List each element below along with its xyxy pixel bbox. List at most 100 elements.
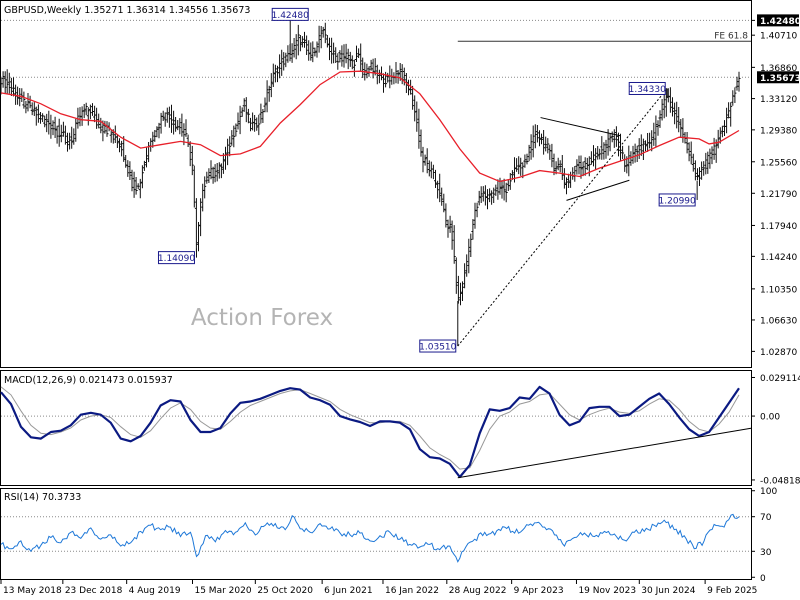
price-bar xyxy=(477,190,481,206)
price-bar xyxy=(565,177,568,195)
price-bar xyxy=(504,182,508,203)
price-bar xyxy=(74,118,78,142)
price-bar xyxy=(269,73,273,98)
price-bar xyxy=(30,102,34,116)
price-bar xyxy=(49,114,53,139)
price-axis-label: 1.21790 xyxy=(760,190,797,200)
price-bar xyxy=(142,160,146,171)
price-bar xyxy=(382,73,385,93)
price-bar xyxy=(538,130,541,147)
price-bar xyxy=(309,42,313,61)
price-bar xyxy=(28,95,32,109)
price-bar xyxy=(369,59,373,71)
price-bar xyxy=(698,167,701,186)
price-bar xyxy=(617,132,620,157)
price-bar xyxy=(350,55,354,70)
time-axis-label: 9 Feb 2025 xyxy=(707,586,757,596)
price-bar xyxy=(228,136,232,157)
price-bar xyxy=(130,169,134,192)
price-bar xyxy=(411,85,415,110)
price-bar xyxy=(583,157,587,176)
price-bar xyxy=(610,131,614,143)
price-bar xyxy=(519,157,523,176)
price-axis-label: 1.10350 xyxy=(760,285,797,295)
price-bar xyxy=(631,145,635,164)
price-bar xyxy=(278,54,282,79)
price-marker-label: 1.03510 xyxy=(419,343,456,353)
price-bar xyxy=(203,176,207,199)
price-bar xyxy=(167,106,171,128)
price-bar xyxy=(305,35,309,55)
price-bars xyxy=(0,20,741,347)
price-panel-guides: FE 61.8 xyxy=(1,19,751,78)
time-axis-label: 28 Aug 2022 xyxy=(449,586,507,596)
price-axis-highlight-label: 1.35673 xyxy=(760,74,800,84)
price-bar xyxy=(207,168,211,183)
price-bar xyxy=(157,122,161,139)
price-bar xyxy=(352,59,356,77)
price-bar xyxy=(608,133,612,152)
price-bar xyxy=(307,40,311,61)
price-bar xyxy=(151,131,155,148)
price-bar xyxy=(165,107,169,123)
price-marker-label: 1.14090 xyxy=(158,254,195,264)
price-bar xyxy=(70,126,74,149)
price-bar xyxy=(224,146,227,170)
price-bar xyxy=(421,146,425,173)
price-bar xyxy=(467,238,471,274)
price-bar xyxy=(452,225,456,264)
price-bar xyxy=(727,102,731,119)
price-bar xyxy=(20,88,24,102)
price-bar xyxy=(367,66,371,77)
price-bar xyxy=(300,36,304,48)
price-bar xyxy=(134,177,138,195)
price-bar xyxy=(132,171,136,198)
price-bar xyxy=(729,102,733,127)
price-bar xyxy=(99,117,103,134)
price-bar xyxy=(500,180,504,199)
price-bar xyxy=(635,145,639,162)
price-bar xyxy=(3,71,7,94)
price-bar xyxy=(236,112,240,130)
price-bar xyxy=(36,104,40,123)
price-bar xyxy=(529,134,533,160)
price-bar xyxy=(483,185,487,206)
price-bar xyxy=(340,45,344,67)
price-bar xyxy=(621,145,625,159)
price-bar xyxy=(72,128,76,145)
time-axis-label: 23 Dec 2018 xyxy=(65,586,123,596)
price-bar xyxy=(540,133,543,145)
price-bar xyxy=(63,125,67,145)
price-bar xyxy=(172,110,176,135)
price-bar xyxy=(265,80,269,113)
price-bar xyxy=(170,104,173,133)
price-bar xyxy=(82,104,86,119)
price-bar xyxy=(475,202,479,218)
price-bar xyxy=(546,138,550,154)
price-bar xyxy=(118,138,121,153)
price-bar xyxy=(716,129,720,149)
price-bar xyxy=(544,136,548,152)
price-bar xyxy=(298,35,302,52)
price-bar xyxy=(612,129,616,148)
price-bar xyxy=(209,160,213,180)
watermark: Action Forex xyxy=(191,305,333,331)
watermark-layer: Action Forex xyxy=(191,305,333,331)
price-bar xyxy=(486,189,489,210)
price-bar xyxy=(255,117,259,131)
price-bar xyxy=(413,95,417,122)
price-trendline xyxy=(566,179,630,201)
price-bar xyxy=(656,120,660,136)
price-bar xyxy=(671,97,674,117)
price-bar xyxy=(88,104,92,120)
price-bar xyxy=(317,25,321,53)
price-axis-label: 1.02870 xyxy=(760,348,797,358)
price-bar xyxy=(24,100,28,114)
price-bar xyxy=(332,42,336,64)
price-bar xyxy=(259,103,263,124)
price-bar xyxy=(438,173,442,203)
price-bar xyxy=(145,147,148,168)
price-axis-label: 1.29380 xyxy=(760,126,797,136)
price-bar xyxy=(234,123,238,137)
price-bar xyxy=(556,157,560,171)
